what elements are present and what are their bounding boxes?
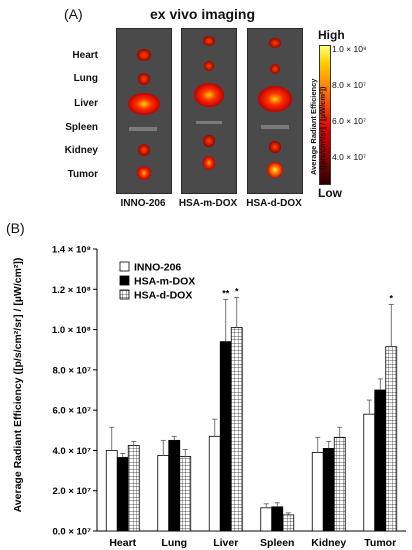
group-label-hsa-d-dox: HSA-d-DOX — [246, 198, 302, 209]
y-tick-label: 8.0 × 10⁷ — [52, 365, 91, 376]
organ-lung-inno — [138, 73, 150, 85]
panel-a-tag: (A) — [64, 6, 83, 22]
organ-label-spleen: Spleen — [65, 122, 98, 133]
bar-kidney-0 — [311, 452, 324, 532]
bar-kidney-1 — [322, 448, 335, 532]
organ-liver-m — [194, 83, 224, 107]
significance-marker: * — [235, 286, 239, 296]
organ-kidney-d — [269, 141, 281, 153]
imaging-strip-inno-206 — [116, 28, 172, 194]
x-tick-label: Liver — [213, 537, 238, 549]
legend-label: INNO-206 — [134, 262, 181, 274]
group-label-inno-206: INNO-206 — [120, 198, 166, 209]
imaging-strip-hsa-d-dox — [247, 28, 303, 194]
legend-label: HSA-m-DOX — [134, 276, 195, 288]
group-label-hsa-m-dox: HSA-m-DOX — [178, 198, 238, 209]
panel-a-title: ex vivo imaging — [150, 6, 256, 22]
y-tick-label: 1.2 × 10⁸ — [52, 285, 91, 296]
organ-tumor-m — [203, 156, 215, 170]
bar-heart-2 — [127, 444, 140, 532]
organ-lung-m — [204, 61, 214, 71]
bar-liver-2 — [230, 327, 243, 532]
x-tick-label: Kidney — [311, 537, 346, 549]
colorbar-tick-2: 8.0 × 10⁷ — [332, 80, 367, 90]
colorbar-low-label: Low — [318, 186, 342, 200]
organ-heart-m — [203, 36, 215, 46]
bar-lung-1 — [168, 439, 181, 532]
organ-label-heart: Heart — [72, 50, 98, 61]
organ-images-inno-206 — [128, 49, 160, 180]
bar-tumor-0 — [363, 413, 376, 532]
bar-kidney-2 — [333, 436, 346, 532]
y-tick-label: 6.0 × 10⁷ — [52, 406, 91, 417]
colorbar-tick-1: 1.0 × 10⁸ — [332, 44, 367, 54]
organ-spleen-m — [196, 121, 222, 124]
bar-tumor-2 — [385, 346, 398, 532]
organ-tumor-d — [267, 162, 283, 178]
significance-marker: ** — [222, 288, 230, 298]
organ-heart-d — [269, 38, 281, 48]
bar-heart-0 — [105, 450, 118, 532]
y-tick-label: 1.4 × 10⁸ — [52, 245, 91, 256]
organ-kidney-m — [203, 135, 215, 147]
organ-spleen-d — [261, 125, 289, 129]
colorbar-tick-4: 4.0 × 10⁷ — [332, 152, 367, 162]
colorbar-tick-3: 6.0 × 10⁷ — [332, 116, 367, 126]
bar-lung-2 — [179, 456, 192, 532]
y-tick-label: 2.0 × 10⁷ — [52, 486, 91, 497]
y-tick-label: 1.0 × 10⁸ — [52, 325, 91, 336]
colorbar-high-label: High — [318, 28, 345, 42]
legend-swatch — [119, 261, 130, 272]
y-tick-label: 4.0 × 10⁷ — [52, 446, 91, 457]
legend-label: HSA-d-DOX — [134, 290, 192, 302]
organ-liver-inno — [128, 93, 160, 115]
organ-liver-d — [258, 86, 292, 112]
x-tick-label: Heart — [109, 537, 136, 549]
imaging-strip-hsa-m-dox — [181, 28, 237, 194]
bar-liver-1 — [219, 341, 232, 532]
organ-kidney-inno — [138, 144, 150, 156]
x-tick-label: Lung — [161, 537, 187, 549]
bar-spleen-0 — [260, 507, 273, 532]
y-axis-label: Average Radiant Efficiency ([p/s/cm²/sr]… — [12, 258, 24, 513]
legend-swatch — [119, 275, 130, 286]
organ-heart-inno — [137, 49, 151, 61]
bar-spleen-1 — [271, 506, 284, 532]
organ-spleen-inno — [129, 127, 157, 131]
x-tick-label: Tumor — [364, 537, 396, 549]
organ-label-liver: Liver — [74, 98, 98, 109]
organ-label-kidney: Kidney — [64, 145, 98, 156]
x-tick-label: Spleen — [260, 537, 294, 549]
organ-images-hsa-m-dox — [194, 36, 224, 170]
panel-b-tag: (B) — [6, 220, 25, 236]
bar-lung-0 — [157, 455, 170, 532]
organ-label-lung: Lung — [73, 73, 98, 84]
y-tick-label: 0.0 × 10⁷ — [52, 527, 91, 538]
organ-images-hsa-d-dox — [258, 38, 292, 178]
organ-lung-d — [270, 64, 280, 74]
colorbar — [319, 45, 331, 185]
bar-heart-1 — [116, 457, 129, 532]
bar-tumor-1 — [374, 389, 387, 532]
organ-label-tumor: Tumor — [67, 169, 98, 180]
bar-spleen-2 — [282, 514, 295, 532]
bar-liver-0 — [208, 435, 221, 532]
legend-swatch — [119, 289, 130, 300]
significance-marker: * — [389, 293, 393, 303]
organ-tumor-inno — [137, 166, 151, 180]
